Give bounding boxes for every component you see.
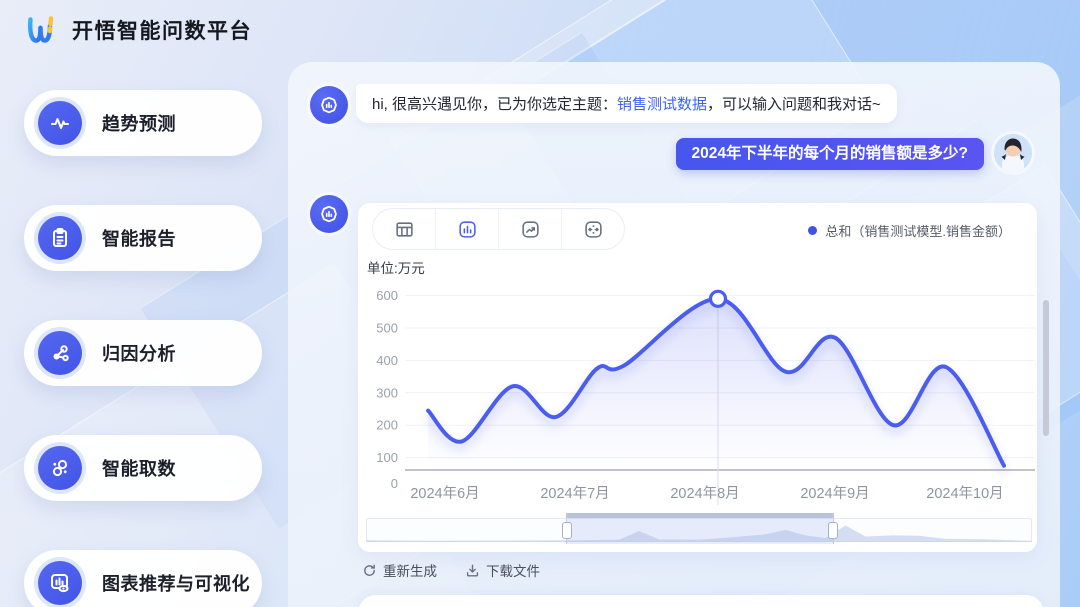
bar-chart-view-icon[interactable]	[435, 209, 498, 249]
svg-text:2024年7月: 2024年7月	[540, 485, 609, 502]
chat-panel: hi, 很高兴遇见你，已为你选定主题：销售测试数据，可以输入问题和我对话~ 20…	[288, 62, 1060, 607]
table-view-icon[interactable]	[373, 209, 435, 249]
app-header: 开悟智能问数平台	[22, 11, 252, 49]
data-zoom-top-bar[interactable]	[565, 513, 835, 518]
svg-text:2024年8月: 2024年8月	[670, 485, 739, 502]
chat-scrollbar[interactable]	[1043, 300, 1049, 436]
download-button[interactable]: 下载文件	[465, 560, 540, 580]
sidebar-item-smart-report[interactable]: 智能报告	[24, 205, 262, 271]
line-chart-view-icon[interactable]	[498, 209, 561, 249]
sidebar-item-trend-pulse[interactable]: 趋势预测	[24, 90, 262, 156]
svg-text:400: 400	[376, 353, 398, 368]
user-avatar-image	[994, 134, 1032, 172]
bot-avatar	[310, 195, 348, 233]
data-zoom-window[interactable]	[561, 513, 839, 544]
chart-switch-icon[interactable]	[561, 209, 624, 249]
download-icon	[465, 563, 480, 578]
svg-text:0: 0	[391, 476, 398, 491]
user-avatar	[994, 134, 1032, 172]
svg-text:100: 100	[376, 450, 398, 465]
chart-type-toolbar	[372, 208, 625, 250]
data-zoom-left-handle[interactable]	[561, 521, 572, 539]
user-message-bubble: 2024年下半年的每个月的销售额是多少?	[675, 138, 984, 170]
attribution-icon	[34, 327, 86, 379]
sidebar-item-chart-recommend[interactable]: 图表推荐与可视化	[24, 550, 262, 607]
message-actions: 重新生成 下载文件	[362, 560, 540, 580]
chart-recommend-icon	[34, 557, 86, 607]
data-zoom-profile	[366, 525, 1032, 542]
sidebar-item-label: 智能取数	[102, 459, 176, 479]
sidebar-item-label: 图表推荐与可视化	[102, 574, 250, 594]
bot-logo-icon	[321, 205, 337, 223]
svg-text:300: 300	[376, 385, 398, 400]
svg-text:2024年10月: 2024年10月	[926, 485, 1003, 502]
sidebar-item-label: 归因分析	[102, 344, 176, 364]
sidebar-item-label: 智能报告	[102, 229, 176, 249]
svg-text:2024年9月: 2024年9月	[800, 485, 869, 502]
input-card[interactable]	[358, 595, 1044, 607]
chart-card: 总和（销售测试模型.销售金额） 单位:万元 0 100 200 300 400 500 60…	[358, 203, 1037, 552]
bot-greeting-suffix: ，可以输入问题和我对话~	[707, 96, 881, 113]
refresh-button[interactable]: 重新生成	[362, 560, 437, 580]
line-chart: 0 100 200 300 400 500 600 2024年6月 2024年7月 2024年8月…	[376, 288, 1035, 505]
data-fetch-icon	[34, 442, 86, 494]
action-label: 下载文件	[486, 564, 540, 579]
data-zoom-brush	[366, 513, 1032, 544]
unit-label: 单位:万元	[367, 261, 425, 276]
topic-link[interactable]: 销售测试数据	[617, 96, 708, 113]
series-area	[428, 298, 1005, 470]
data-zoom-right-handle[interactable]	[828, 521, 839, 539]
trend-pulse-icon	[34, 97, 86, 149]
sidebar-item-data-fetch[interactable]: 智能取数	[24, 435, 262, 501]
app-logo-icon	[27, 16, 54, 43]
svg-text:500: 500	[376, 321, 398, 336]
smart-report-icon	[34, 212, 86, 264]
refresh-icon	[362, 563, 377, 578]
action-label: 重新生成	[383, 564, 437, 579]
svg-text:2024年6月: 2024年6月	[410, 485, 479, 502]
legend-item[interactable]: 总和（销售测试模型.销售金额）	[808, 221, 1011, 240]
bot-avatar	[310, 86, 348, 124]
legend-dot	[808, 226, 818, 235]
bot-logo-icon	[321, 96, 337, 114]
bot-greeting-prefix: hi, 很高兴遇见你，已为你选定主题：	[372, 96, 618, 113]
peak-marker-dot	[708, 289, 728, 308]
legend-label: 总和（销售测试模型.销售金额）	[825, 224, 1011, 239]
app-title: 开悟智能问数平台	[72, 20, 252, 43]
sidebar-item-label: 趋势预测	[102, 114, 176, 134]
svg-text:600: 600	[376, 288, 398, 303]
svg-text:200: 200	[376, 418, 398, 433]
bot-message-bubble: hi, 很高兴遇见你，已为你选定主题：销售测试数据，可以输入问题和我对话~	[356, 84, 897, 123]
sidebar-item-attribution[interactable]: 归因分析	[24, 320, 262, 386]
